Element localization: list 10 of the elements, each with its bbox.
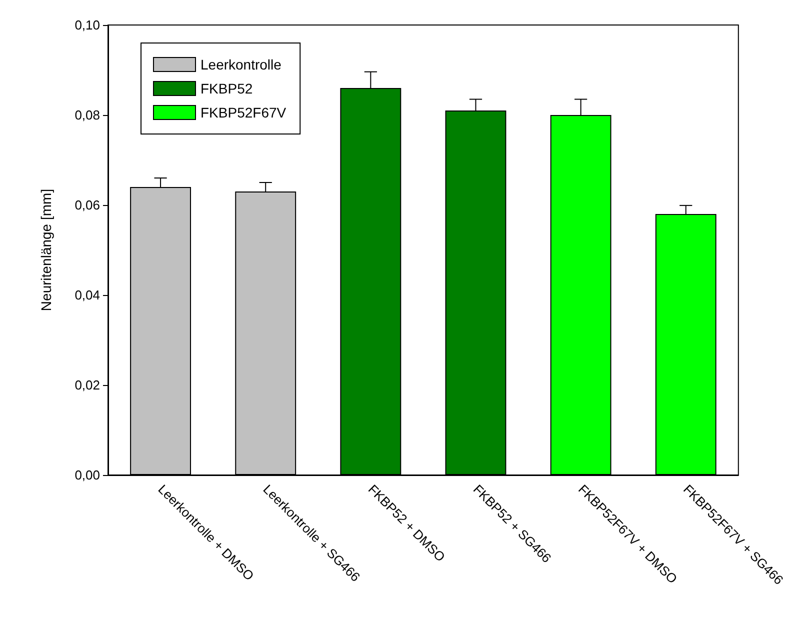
y-tick-label: 0,10: [74, 18, 100, 32]
y-tick-label: 0,02: [74, 378, 100, 392]
y-tick-label: 0,08: [74, 108, 100, 122]
y-axis-title: Neuritenlänge [mm]: [38, 188, 54, 312]
y-tick-label: 0,06: [74, 198, 100, 212]
y-tick-label: 0,00: [74, 468, 100, 482]
legend-label: Leerkontrolle: [200, 56, 282, 72]
legend-label: FKBP52: [200, 80, 253, 96]
legend-label: FKBP52F67V: [200, 104, 287, 120]
y-tick-label: 0,04: [74, 288, 100, 302]
